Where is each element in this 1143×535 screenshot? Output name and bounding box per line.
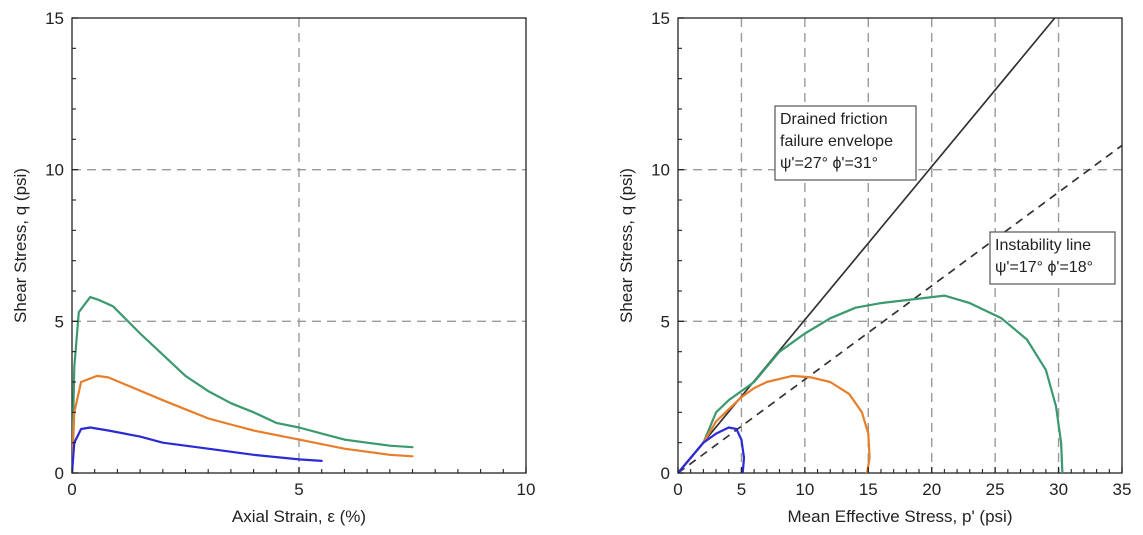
right-ytick-label: 10 [651,161,670,180]
right-ytick-label: 5 [661,312,670,331]
right-xtick-label: 30 [1049,480,1068,499]
right-ytick-label: 0 [661,464,670,483]
left-y-axis-label: Shear Stress, q (psi) [11,168,30,323]
failure-envelope-annotation-box [774,105,917,181]
left-series-1-line [72,374,414,473]
right-y-axis-label: Shear Stress, q (psi) [617,168,636,323]
failure-envelope-annotation-text: failure envelope [780,133,893,150]
right-series-0-line [678,294,1064,473]
left-ytick-label: 10 [45,161,64,180]
left-series-0-line [72,296,414,473]
left-series-2-line [72,426,323,473]
left-ytick-label: 15 [45,9,64,28]
failure-envelope-annotation-text: Drained friction [780,111,888,128]
right-xtick-label: 25 [986,480,1005,499]
instability-annotation-text: Instability line [995,237,1091,254]
right-xtick-label: 10 [795,480,814,499]
right-xtick-label: 0 [673,480,682,499]
right-plot: 0 5 10 15 20 25 30 35 0 5 10 15 Mean Effective Stres… [617,9,1131,526]
instability-line [678,144,1122,473]
left-xtick-label: 0 [67,480,76,499]
left-plot: 0 5 10 0 5 10 15 Axial Strain, ε (%) Shear Stres… [11,9,535,526]
instability-annotation-text: ψ'=17° ϕ'=18° [995,259,1093,276]
right-xtick-label: 15 [859,480,878,499]
left-xtick-label: 10 [517,480,536,499]
right-series-2-line [678,426,746,473]
right-xtick-label: 20 [922,480,941,499]
right-series-1-line [678,374,871,473]
right-x-axis-label: Mean Effective Stress, p' (psi) [788,507,1013,526]
left-x-axis-label: Axial Strain, ε (%) [232,507,366,526]
left-grid [72,18,526,473]
left-ytick-label: 5 [55,312,64,331]
left-ytick-label: 0 [55,464,64,483]
left-data [72,296,414,473]
failure-envelope-annotation-text: ψ'=27° ϕ'=31° [780,155,878,172]
right-xtick-label: 35 [1113,480,1132,499]
right-data [678,18,1122,473]
right-xtick-label: 5 [737,480,746,499]
right-ytick-label: 15 [651,9,670,28]
instability-annotation-box [989,231,1116,285]
right-axes-frame [677,17,1123,474]
left-xtick-label: 5 [294,480,303,499]
